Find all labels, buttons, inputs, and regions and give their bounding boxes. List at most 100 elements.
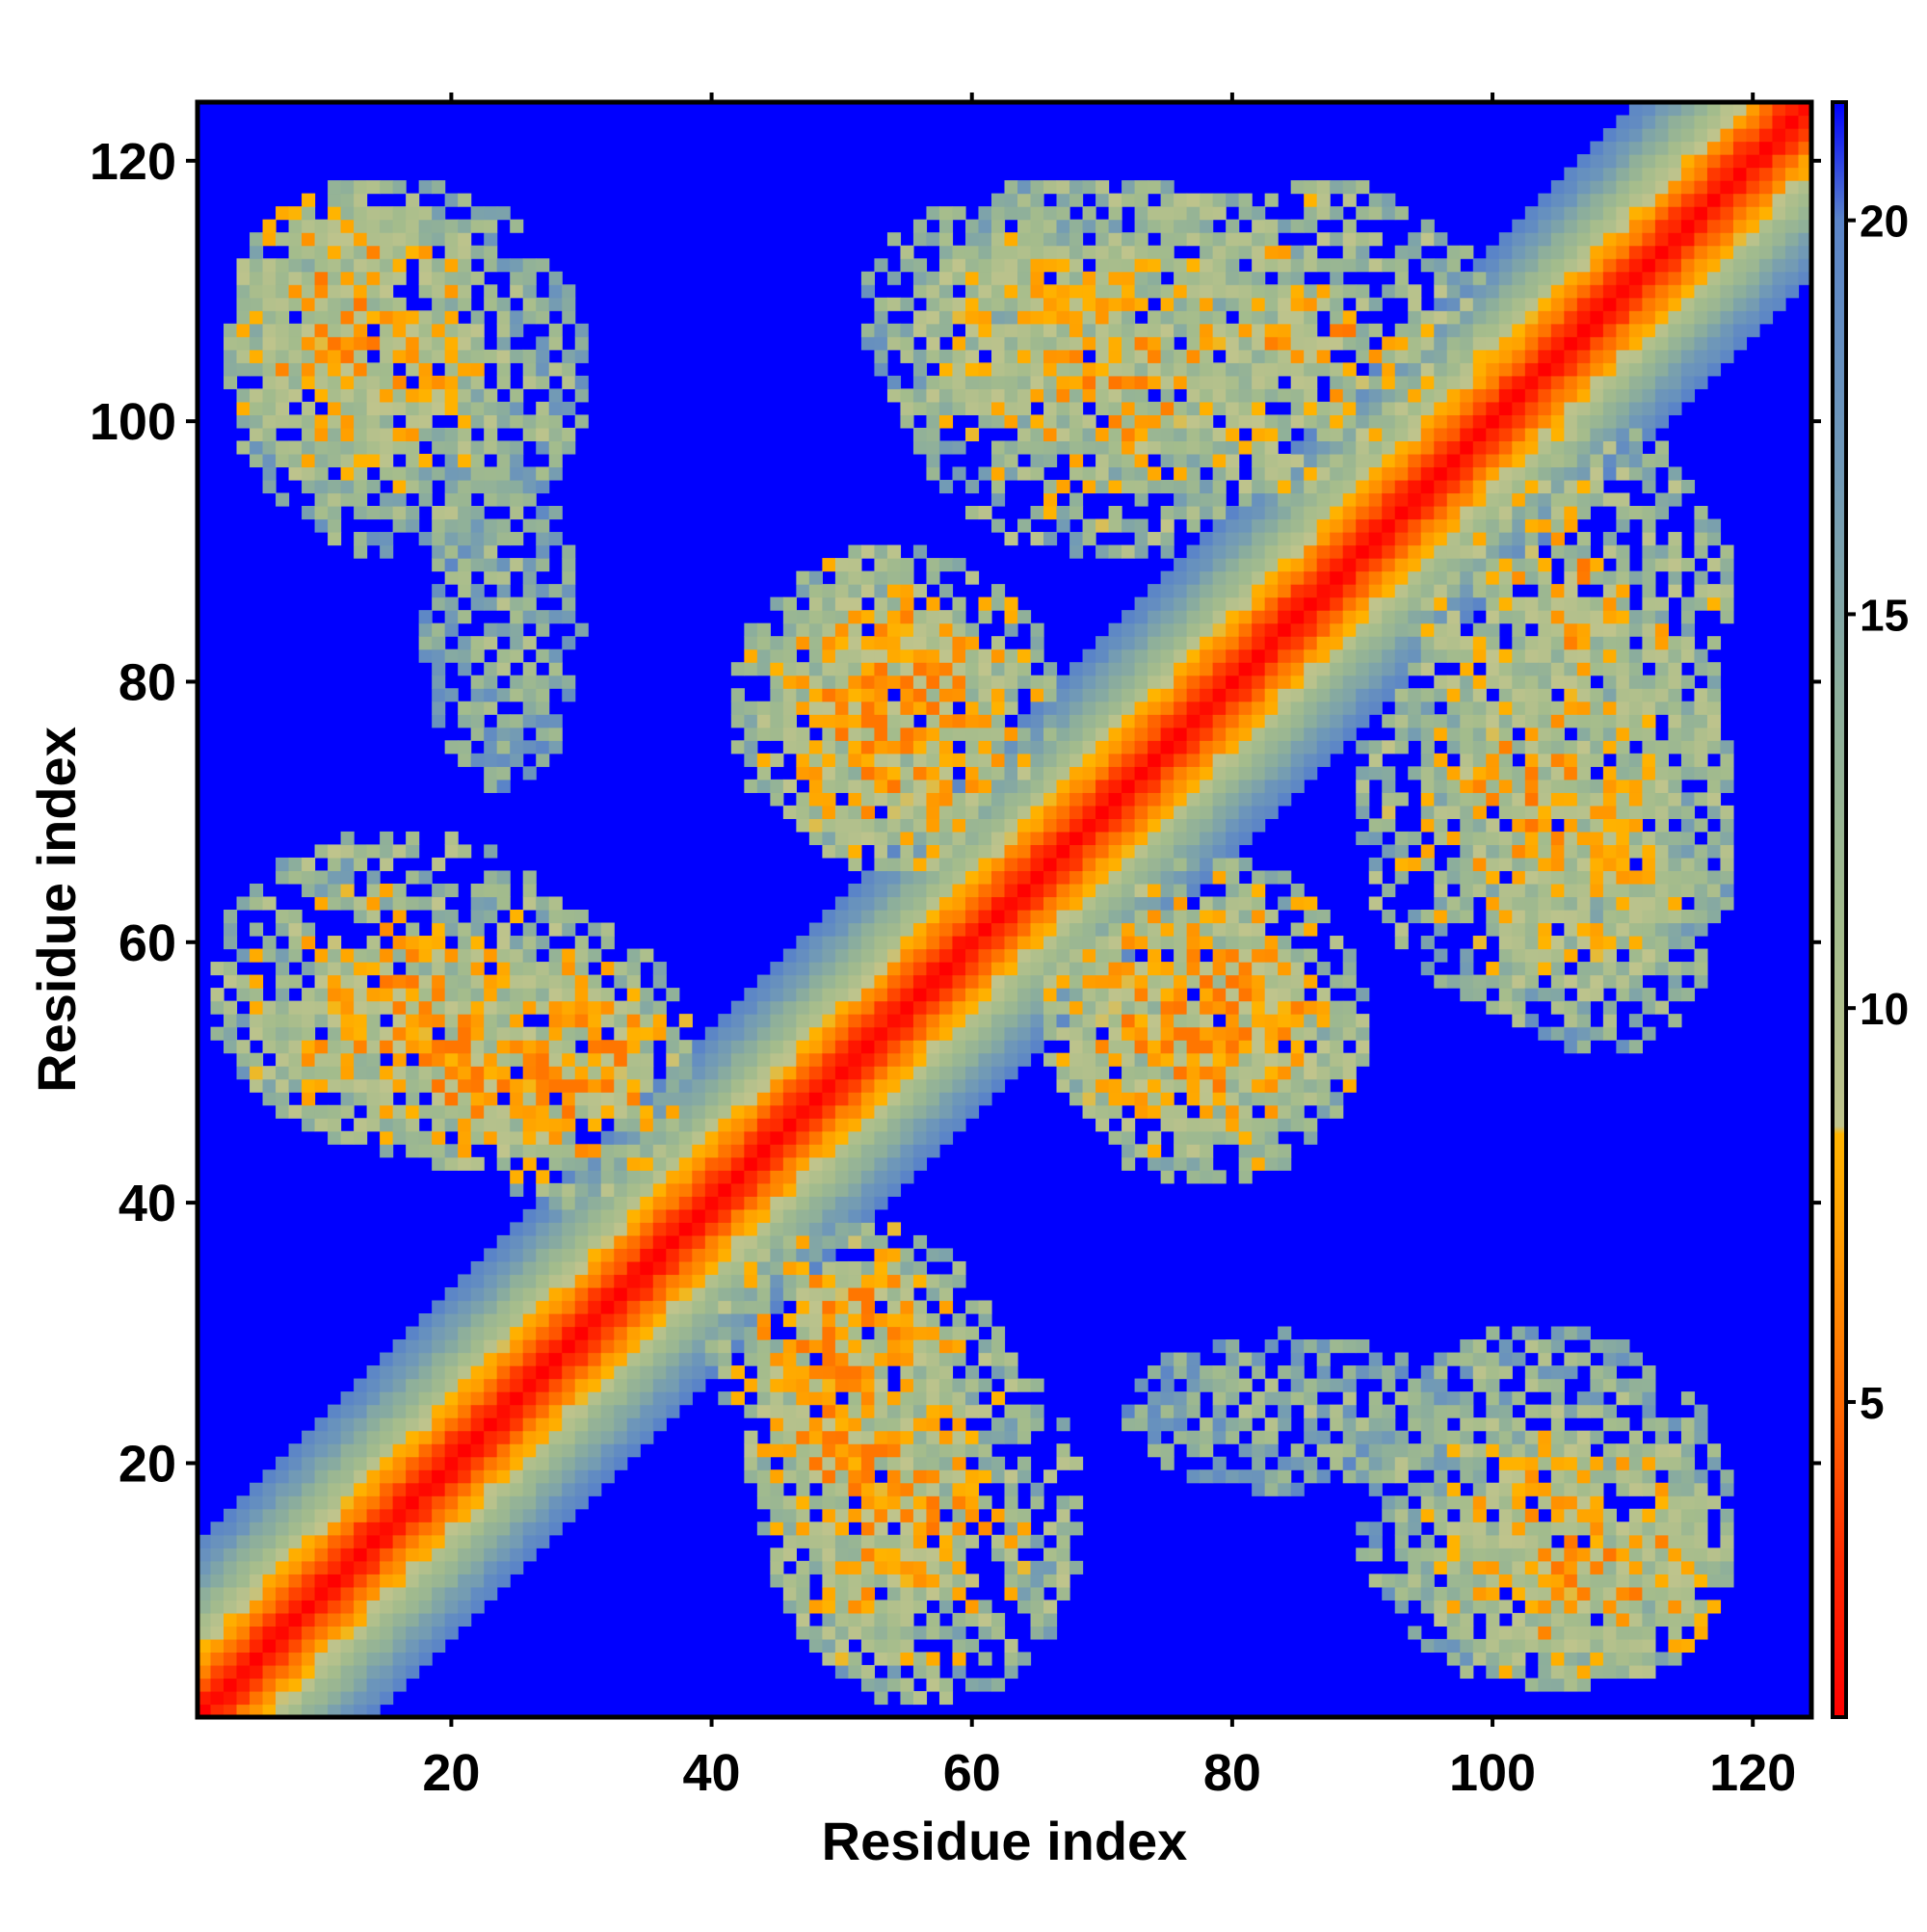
heatmap-cell [990, 1612, 1006, 1627]
heatmap-cell [938, 1339, 954, 1354]
heatmap-cell [548, 323, 563, 337]
heatmap-cell [704, 1156, 719, 1171]
heatmap-cell [198, 1626, 212, 1640]
heatmap-cell [432, 232, 446, 247]
heatmap-cell [484, 1417, 498, 1432]
heatmap-cell [470, 310, 485, 325]
heatmap-cell [432, 648, 446, 663]
heatmap-cell [900, 1052, 914, 1067]
heatmap-cell [1186, 558, 1201, 572]
heatmap-cell [250, 388, 264, 403]
heatmap-cell [444, 1300, 459, 1314]
heatmap-cell [484, 1508, 498, 1522]
heatmap-cell [1056, 1560, 1070, 1575]
heatmap-cell [548, 1495, 563, 1510]
heatmap-cell [536, 584, 550, 598]
heatmap-cell [926, 1026, 940, 1041]
heatmap-cell [302, 1522, 316, 1536]
heatmap-cell [900, 1313, 914, 1328]
heatmap-cell [822, 1118, 836, 1132]
heatmap-cell [704, 1130, 719, 1145]
heatmap-cell [848, 675, 862, 689]
heatmap-cell [1148, 857, 1162, 872]
heatmap-cell [432, 1612, 446, 1627]
heatmap-cell [1134, 675, 1148, 689]
heatmap-cell [938, 1430, 954, 1444]
heatmap-cell [796, 1092, 810, 1106]
heatmap-cell [1212, 206, 1227, 221]
heatmap-cell [822, 1052, 836, 1067]
heatmap-cell [1212, 506, 1227, 520]
heatmap-cell [1148, 440, 1162, 455]
heatmap-cell [626, 1182, 641, 1197]
heatmap-cell [496, 740, 511, 754]
heatmap-cell [1108, 414, 1122, 429]
heatmap-cell [236, 362, 251, 377]
heatmap-cell [964, 779, 980, 793]
heatmap-cell [796, 1522, 810, 1536]
heatmap-cell [588, 1443, 602, 1458]
heatmap-cell [614, 1443, 628, 1458]
heatmap-cell [510, 440, 524, 455]
heatmap-cell [588, 1144, 602, 1158]
heatmap-cell [1174, 988, 1188, 1002]
heatmap-cell [886, 1000, 902, 1015]
heatmap-cell [432, 857, 446, 872]
heatmap-cell [600, 1313, 615, 1328]
heatmap-cell [496, 1443, 511, 1458]
heatmap-cell [834, 896, 850, 911]
heatmap-cell [1186, 271, 1201, 285]
heatmap-cell [782, 675, 797, 689]
heatmap-cell [588, 1208, 602, 1223]
heatmap-cell [874, 870, 888, 885]
heatmap-cell [678, 1066, 693, 1080]
heatmap-cell [614, 1300, 628, 1314]
heatmap-cell [834, 1600, 850, 1614]
heatmap-cell [536, 962, 550, 976]
heatmap-cell [912, 779, 928, 793]
heatmap-cell [1030, 805, 1044, 819]
heatmap-cell [926, 701, 940, 715]
heatmap-cell [912, 1664, 928, 1680]
heatmap-cell [652, 1404, 667, 1418]
heatmap-cell [1069, 857, 1084, 872]
heatmap-cell [484, 622, 498, 637]
heatmap-cell [418, 1000, 433, 1015]
heatmap-cell [392, 1066, 407, 1080]
heatmap-cell [250, 896, 264, 911]
heatmap-cell [510, 1352, 524, 1366]
heatmap-cell [1148, 245, 1162, 259]
heatmap-cell [874, 896, 888, 911]
heatmap-cell [314, 440, 329, 455]
heatmap-cell [262, 1690, 277, 1706]
heatmap-cell [926, 779, 940, 793]
heatmap-cell [236, 310, 251, 325]
heatmap-cell [1200, 232, 1214, 247]
heatmap-cell [1148, 910, 1162, 924]
heatmap-cell [510, 936, 524, 950]
heatmap-cell [692, 1078, 706, 1093]
heatmap-cell [250, 1522, 264, 1536]
heatmap-cell [588, 1104, 602, 1119]
heatmap-cell [224, 1586, 238, 1601]
heatmap-cell [262, 1040, 277, 1054]
heatmap-cell [302, 988, 316, 1002]
heatmap-cell [418, 1365, 433, 1380]
heatmap-cell [406, 323, 420, 337]
heatmap-cell [548, 1365, 563, 1380]
heatmap-cell [354, 1078, 368, 1093]
heatmap-cell [1004, 1066, 1018, 1080]
heatmap-cell [470, 1417, 485, 1432]
heatmap-cell [392, 506, 407, 520]
heatmap-cell [886, 779, 902, 793]
heatmap-cell [1226, 1378, 1240, 1392]
heatmap-cell [822, 1130, 836, 1145]
heatmap-cell [626, 1170, 641, 1184]
heatmap-cell [964, 1612, 980, 1627]
heatmap-cell [1174, 622, 1188, 637]
heatmap-cell [406, 310, 420, 325]
heatmap-cell [470, 336, 485, 351]
heatmap-cell [614, 1144, 628, 1158]
heatmap-cell [1186, 1170, 1201, 1184]
heatmap-cell [1200, 1156, 1214, 1171]
